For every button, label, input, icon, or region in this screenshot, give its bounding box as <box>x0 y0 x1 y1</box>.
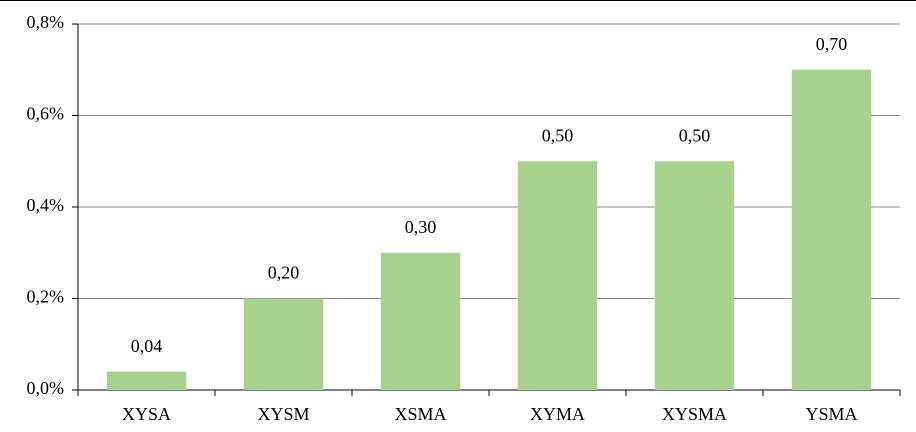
x-tick-label: XSMA <box>394 404 446 424</box>
x-tick-label: XYSM <box>257 404 309 424</box>
bar <box>517 161 598 390</box>
y-tick-label: 0,6% <box>27 104 65 124</box>
bar <box>380 252 461 390</box>
data-label: 0,50 <box>679 125 711 145</box>
bar <box>654 161 735 390</box>
data-label: 0,50 <box>542 125 574 145</box>
x-tick-label: YSMA <box>805 404 857 424</box>
y-tick-label: 0,8% <box>27 12 65 32</box>
bar <box>791 69 872 390</box>
y-tick-label: 0,0% <box>27 378 65 398</box>
data-label: 0,30 <box>405 217 437 237</box>
data-label: 0,20 <box>268 263 300 283</box>
y-tick-label: 0,2% <box>27 287 65 307</box>
bar <box>243 298 324 390</box>
x-tick-label: XYMA <box>530 404 585 424</box>
x-tick-label: XYSA <box>122 404 171 424</box>
x-tick-label: XYSMA <box>662 404 727 424</box>
bar <box>106 371 187 390</box>
data-label: 0,04 <box>131 336 163 356</box>
y-tick-label: 0,4% <box>27 195 65 215</box>
data-label: 0,70 <box>816 34 848 54</box>
